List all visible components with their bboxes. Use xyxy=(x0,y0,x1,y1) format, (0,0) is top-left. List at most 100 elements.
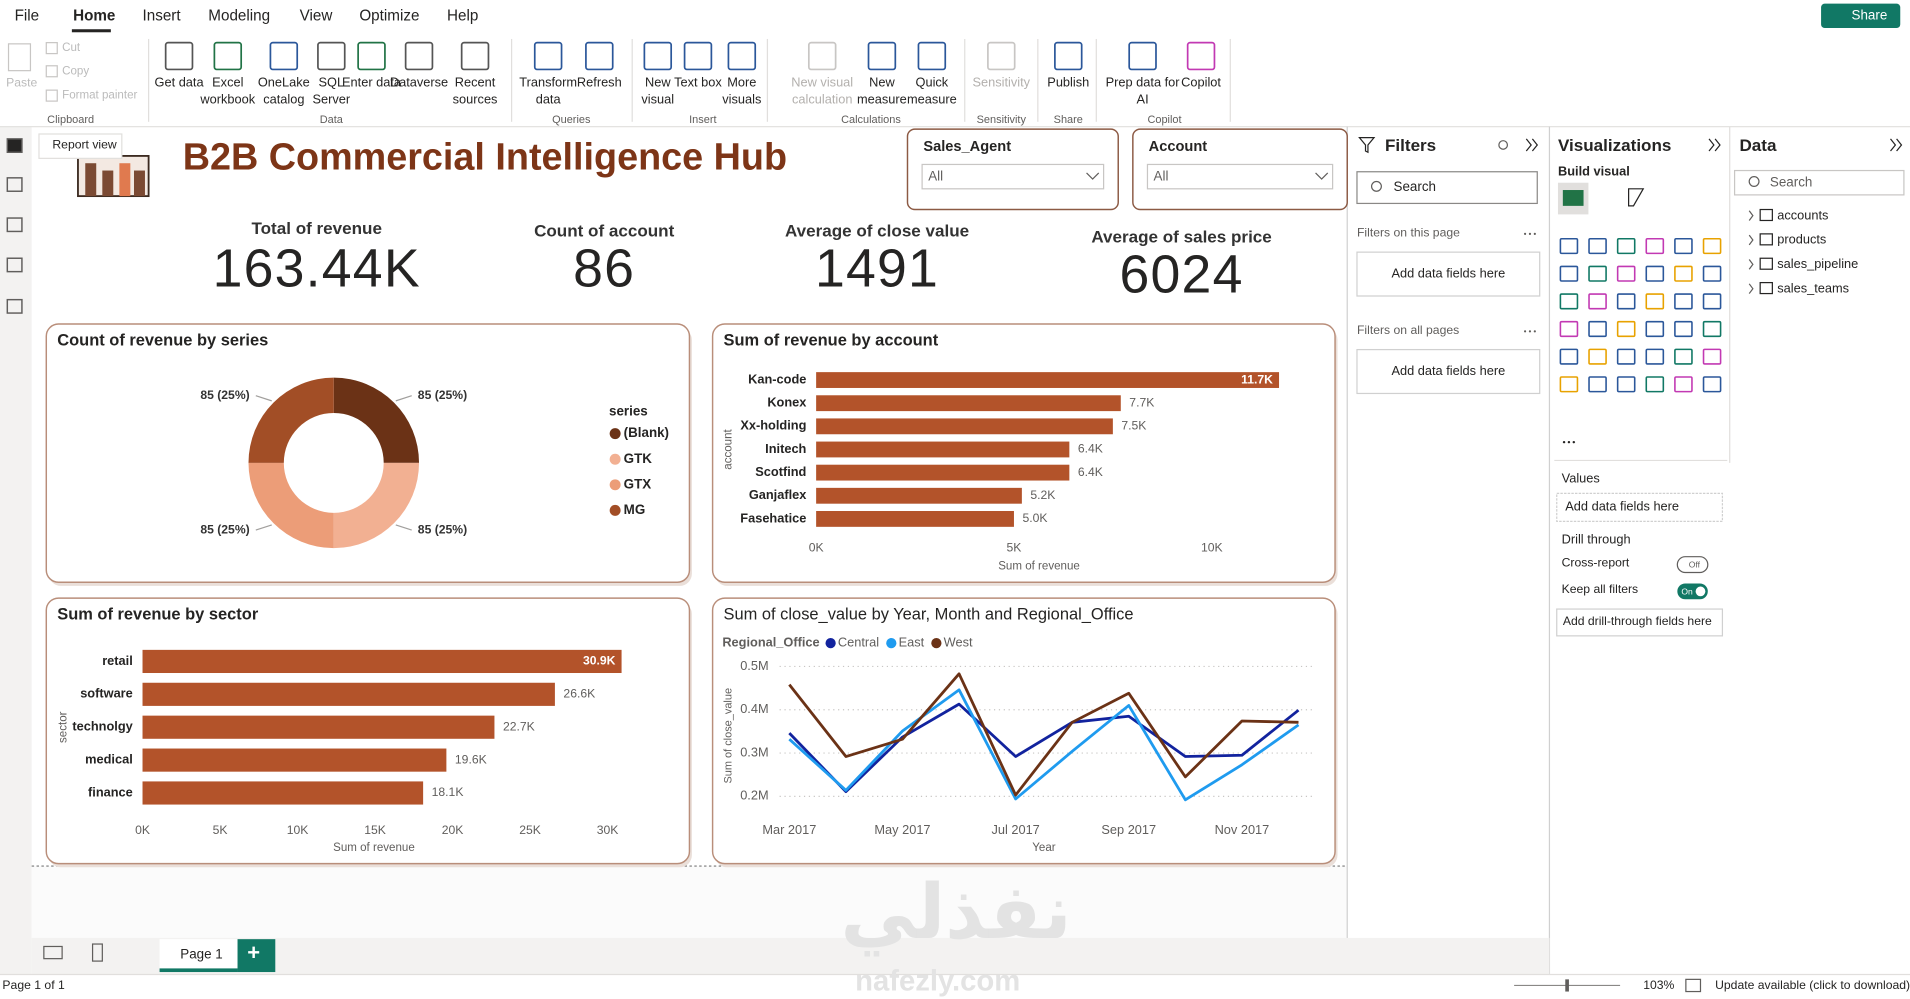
ribbon-button[interactable]: Quick measure xyxy=(906,75,957,107)
visual-type-icon[interactable] xyxy=(1702,320,1722,338)
ribbon-button[interactable]: Enter data xyxy=(342,75,402,91)
visual-type-icon[interactable] xyxy=(1588,237,1607,255)
visual-type-icon[interactable] xyxy=(1674,237,1693,255)
search-box[interactable] xyxy=(1733,169,1905,196)
ribbon-button[interactable]: Copilot xyxy=(1181,75,1221,91)
visual-type-icon[interactable] xyxy=(1588,293,1607,310)
ribbon-button[interactable]: New visual xyxy=(641,75,675,107)
ribbon-button[interactable]: Excel workbook xyxy=(200,75,256,107)
page-tab-label[interactable]: Page 1 xyxy=(180,947,223,963)
ribbon-button[interactable]: Copy xyxy=(62,64,90,78)
slicer-dropdown[interactable] xyxy=(1146,163,1334,190)
ribbon-icon xyxy=(585,41,614,71)
visual-type-icon[interactable] xyxy=(1702,376,1722,393)
update-notice[interactable]: Update available (click to download) xyxy=(1715,979,1910,993)
visual-type-icon[interactable] xyxy=(1616,376,1636,393)
bar xyxy=(816,372,1280,388)
drop-zone[interactable] xyxy=(1356,251,1541,297)
ribbon-button[interactable]: Text box xyxy=(674,75,722,91)
ribbon-button[interactable]: Cut xyxy=(62,41,81,55)
ribbon-button[interactable]: New measure xyxy=(857,75,907,107)
visual-type-icon[interactable] xyxy=(1588,348,1607,365)
ribbon-button[interactable]: Recent sources xyxy=(452,75,498,107)
visual-type-icon[interactable] xyxy=(1674,265,1693,282)
visual-type-icon[interactable] xyxy=(1559,293,1579,310)
pane-title: Visualizations xyxy=(1557,135,1672,155)
ribbon-button[interactable]: New visual calculation xyxy=(791,75,854,107)
ribbon-button[interactable]: Sensitivity xyxy=(972,75,1031,91)
visual-type-icon[interactable] xyxy=(1702,237,1722,255)
visual-type-icon[interactable] xyxy=(1702,293,1722,310)
visual-type-icon[interactable] xyxy=(1674,376,1693,393)
share-label[interactable]: Share xyxy=(1851,8,1888,24)
visual-type-icon[interactable] xyxy=(1588,265,1607,282)
visual-type-icon[interactable] xyxy=(1559,237,1579,255)
visual-type-icon[interactable] xyxy=(1616,265,1636,282)
visual-type-icon[interactable] xyxy=(1702,348,1722,365)
drop-zone[interactable] xyxy=(1556,492,1724,522)
ribbon-button[interactable]: Get data xyxy=(154,75,204,91)
ribbon-button[interactable]: More visuals xyxy=(722,75,762,107)
visual-type-icon[interactable] xyxy=(1559,265,1579,282)
drop-zone[interactable] xyxy=(1556,608,1724,637)
category-label: Initech xyxy=(765,441,806,456)
visual-type-icon[interactable] xyxy=(1559,348,1579,365)
active-tab-underline xyxy=(71,29,111,33)
menu-tab[interactable]: Modeling xyxy=(208,7,271,25)
ribbon-button[interactable]: Prep data for AI xyxy=(1105,75,1180,107)
visual-type-icon[interactable] xyxy=(1616,320,1636,338)
visual-type-icon[interactable] xyxy=(1674,320,1693,338)
visual-type-icon[interactable] xyxy=(1645,265,1665,282)
x-tick-label: Mar 2017 xyxy=(762,822,816,837)
search-box[interactable] xyxy=(1356,171,1538,205)
visual-type-icon[interactable] xyxy=(1616,237,1636,255)
table-name[interactable]: accounts xyxy=(1777,208,1829,223)
table-name[interactable]: sales_pipeline xyxy=(1777,257,1859,272)
visual-type-icon[interactable] xyxy=(1645,348,1665,365)
menu-tab[interactable]: Insert xyxy=(142,7,181,25)
y-tick-label: 0.3M xyxy=(740,744,768,759)
menu-tab[interactable]: Home xyxy=(73,7,116,25)
slicer-dropdown[interactable] xyxy=(921,163,1105,190)
ribbon-button[interactable]: Transform data xyxy=(519,75,578,107)
table-name[interactable]: sales_teams xyxy=(1777,281,1850,297)
ribbon-button[interactable]: Dataverse xyxy=(389,75,449,91)
ribbon-button[interactable]: SQL Server xyxy=(312,75,351,107)
more-dot xyxy=(1533,330,1536,333)
visual-type-icon[interactable] xyxy=(1645,320,1665,338)
visual-type-icon[interactable] xyxy=(1559,376,1579,393)
visual-type-icon[interactable] xyxy=(1645,237,1665,255)
page-tab[interactable] xyxy=(159,939,238,973)
category-label: Xx-holding xyxy=(740,418,806,433)
visual-type-icon[interactable] xyxy=(1588,376,1607,393)
drop-zone[interactable] xyxy=(1356,348,1541,395)
ribbon-button[interactable]: OneLake catalog xyxy=(257,75,310,107)
menu-tab[interactable]: Help xyxy=(447,7,479,25)
format-icon[interactable] xyxy=(1628,188,1645,207)
zoom-thumb[interactable] xyxy=(1565,979,1569,992)
add-page-label[interactable]: + xyxy=(247,940,261,965)
visual-type-icon[interactable] xyxy=(1674,348,1693,365)
table-name[interactable]: products xyxy=(1777,232,1827,248)
visual-type-icon[interactable] xyxy=(1645,376,1665,393)
visual-type-icon[interactable] xyxy=(1588,320,1607,338)
add-page-button[interactable] xyxy=(237,939,276,973)
visual-type-icon[interactable] xyxy=(1616,293,1636,310)
toggle-off[interactable] xyxy=(1676,556,1709,574)
ribbon-button[interactable]: Format painter xyxy=(62,88,138,103)
ribbon-button[interactable]: Publish xyxy=(1047,75,1090,91)
visual-type-icon[interactable] xyxy=(1645,293,1665,310)
visual-type-icon[interactable] xyxy=(1674,293,1693,310)
build-icon[interactable] xyxy=(1562,190,1584,206)
visual-type-icon[interactable] xyxy=(1616,348,1636,365)
expand-chevron xyxy=(1748,210,1754,221)
menu-tab[interactable]: Optimize xyxy=(359,7,420,25)
visual-type-icon[interactable] xyxy=(1702,265,1722,282)
ribbon-button[interactable]: Paste xyxy=(6,76,38,91)
visual-type-icon[interactable] xyxy=(1559,320,1579,338)
kpi-label: Average of close value xyxy=(784,220,970,240)
menu-tab[interactable]: View xyxy=(299,7,333,25)
menu-tab[interactable]: File xyxy=(14,7,40,25)
ribbon-button[interactable]: Refresh xyxy=(576,75,622,91)
